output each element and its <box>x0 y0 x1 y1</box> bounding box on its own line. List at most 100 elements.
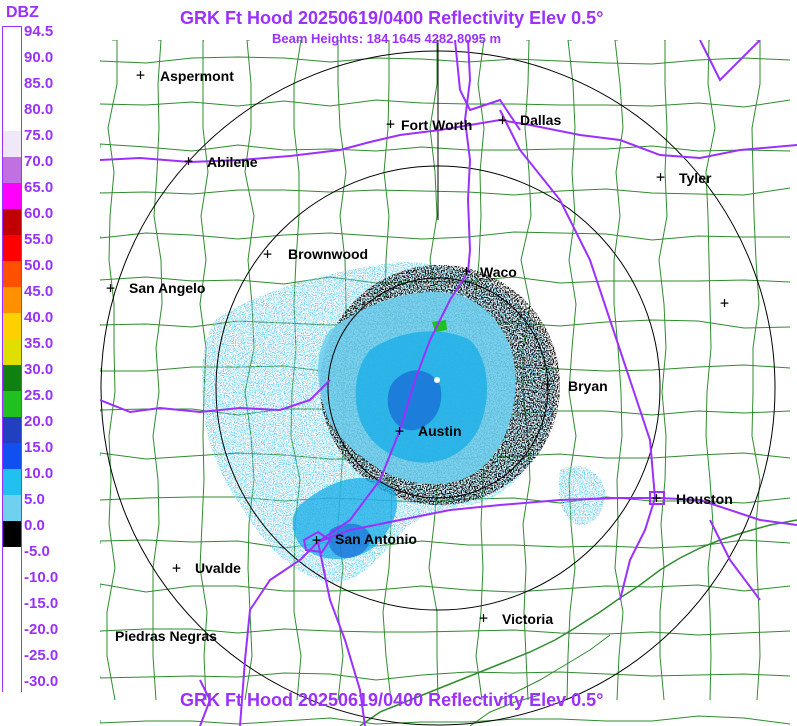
legend-label: -15.0 <box>24 595 59 612</box>
legend-swatch <box>3 547 21 573</box>
county-line <box>751 40 761 701</box>
legend-swatch <box>3 365 21 391</box>
city-label-victoria: Victoria <box>502 611 554 627</box>
legend-label: 10.0 <box>24 465 54 482</box>
legend-swatch <box>3 157 21 183</box>
map-footer-title: GRK Ft Hood 20250619/0400 Reflectivity E… <box>180 690 604 710</box>
legend-label: 90.0 <box>24 49 54 66</box>
city-label-abilene: Abilene <box>207 154 258 170</box>
legend-label: -10.0 <box>24 569 59 586</box>
legend-label: 30.0 <box>24 361 54 378</box>
city-marker-victoria: + <box>479 609 489 627</box>
legend-swatch <box>3 53 21 79</box>
legend-label: -30.0 <box>24 673 59 690</box>
legend-label: 0.0 <box>24 517 45 534</box>
county-line <box>613 40 624 701</box>
legend-label: 75.0 <box>24 127 54 144</box>
legend-label: 94.5 <box>24 23 54 40</box>
city-marker-san-antonio: + <box>312 531 322 549</box>
city-label-houston: Houston <box>676 491 733 507</box>
legend-color-bar <box>2 26 22 703</box>
legend-swatch <box>3 339 21 365</box>
legend-label: 20.0 <box>24 413 54 430</box>
legend-label: -25.0 <box>24 647 59 664</box>
legend-label: 70.0 <box>24 153 54 170</box>
county-line <box>100 99 791 108</box>
city-label-san-angelo: San Angelo <box>129 280 206 296</box>
city-marker-dallas: + <box>498 111 508 129</box>
county-line <box>100 539 791 549</box>
city-label-uvalde: Uvalde <box>195 560 241 576</box>
city-label-brownwood: Brownwood <box>288 246 369 262</box>
county-line <box>100 56 791 65</box>
legend-label: 15.0 <box>24 439 54 456</box>
county-line <box>566 40 577 701</box>
legend-swatch <box>3 391 21 417</box>
legend-label: 85.0 <box>24 75 54 92</box>
city-label-san-antonio: San Antonio <box>335 531 417 547</box>
county-line <box>100 231 790 241</box>
san-antonio-loop <box>302 530 332 554</box>
city-label-aspermont: Aspermont <box>160 68 234 84</box>
map-title: GRK Ft Hood 20250619/0400 Reflectivity E… <box>180 8 604 28</box>
legend-swatch <box>3 209 21 235</box>
legend-swatch <box>3 27 21 53</box>
city-marker-brownwood: + <box>263 245 273 263</box>
legend-swatch <box>3 131 21 157</box>
legend-label: -20.0 <box>24 621 59 638</box>
county-line <box>100 628 791 636</box>
city-marker-houston: + <box>652 489 662 507</box>
county-line <box>658 40 668 701</box>
county-line <box>100 187 791 196</box>
legend-swatch <box>3 521 21 547</box>
legend-label: 50.0 <box>24 257 54 274</box>
city-marker-abilene: + <box>184 152 194 170</box>
legend-swatch <box>3 573 21 599</box>
legend-swatch <box>3 651 21 677</box>
county-line <box>106 40 118 701</box>
county-line <box>100 583 791 593</box>
city-label-waco: Waco <box>480 264 517 280</box>
city-marker-austin: + <box>395 422 405 440</box>
legend-title: DBZ <box>6 4 39 21</box>
legend-label: 60.0 <box>24 205 54 222</box>
city-marker-waco: + <box>462 262 472 280</box>
county-line <box>705 40 716 701</box>
legend-swatch <box>3 625 21 651</box>
legend-label: 45.0 <box>24 283 54 300</box>
legend-swatch <box>3 417 21 443</box>
legend-label: 40.0 <box>24 309 54 326</box>
city-label-tyler: Tyler <box>679 170 712 186</box>
legend-swatch <box>3 677 21 703</box>
reflectivity-echoes <box>202 262 606 583</box>
city-label-bryan: Bryan <box>568 378 608 394</box>
legend-swatch <box>3 235 21 261</box>
legend-swatch <box>3 79 21 105</box>
city-label-austin: Austin <box>418 423 462 439</box>
legend-swatch <box>3 495 21 521</box>
legend-swatch <box>3 105 21 131</box>
legend-label: 35.0 <box>24 335 54 352</box>
legend-swatch <box>3 313 21 339</box>
city-label-piedras-negras: Piedras Negras <box>115 628 217 644</box>
legend-label: 55.0 <box>24 231 54 248</box>
legend-swatch <box>3 469 21 495</box>
city-marker-unlabeled: + <box>720 294 730 312</box>
legend-swatch <box>3 443 21 469</box>
county-line <box>100 715 791 725</box>
legend-swatch <box>3 287 21 313</box>
city-marker-tyler: + <box>656 168 666 186</box>
city-marker-aspermont: + <box>136 66 146 84</box>
county-line <box>152 40 163 701</box>
interstate-highways <box>100 40 797 726</box>
county-line <box>100 143 791 152</box>
legend-label: 5.0 <box>24 491 45 508</box>
city-marker-fort-worth: + <box>386 115 396 133</box>
legend-swatch <box>3 599 21 625</box>
city-label-dallas: Dallas <box>520 112 562 128</box>
legend-label: 80.0 <box>24 101 54 118</box>
legend-label: 25.0 <box>24 387 54 404</box>
city-marker-bryan: + <box>543 375 553 393</box>
